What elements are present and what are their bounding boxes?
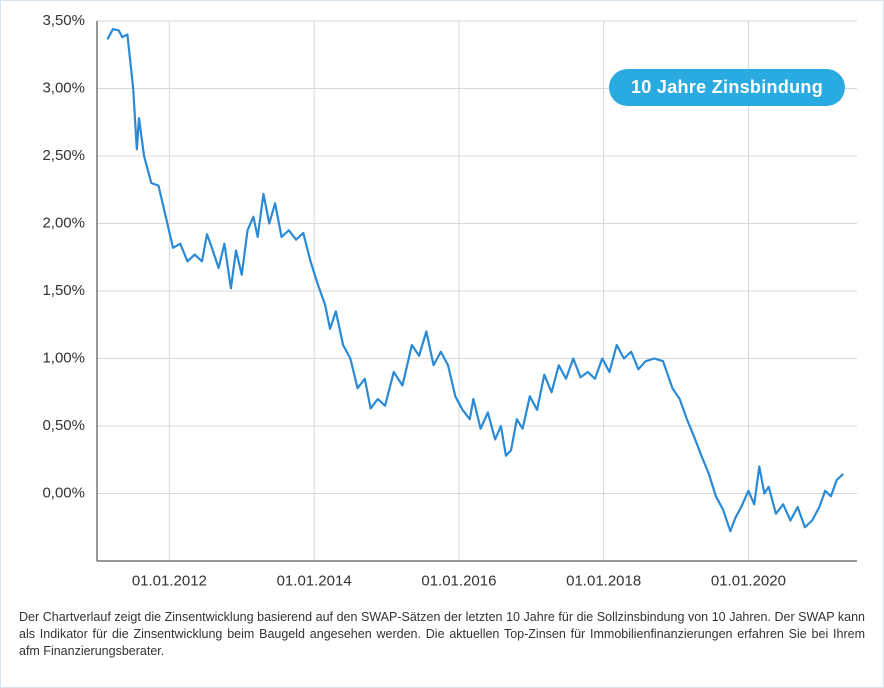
svg-text:01.01.2020: 01.01.2020 xyxy=(711,572,786,589)
svg-text:1,00%: 1,00% xyxy=(42,349,85,366)
svg-text:1,50%: 1,50% xyxy=(42,282,85,299)
svg-text:2,50%: 2,50% xyxy=(42,147,85,164)
chart-area: 0,00% 0,50% 1,00% 1,50% 2,00% 2,50% 3,00% 3,50%… xyxy=(19,13,865,601)
svg-text:01.01.2014: 01.01.2014 xyxy=(277,572,352,589)
svg-text:2,00%: 2,00% xyxy=(42,214,85,231)
svg-text:3,00%: 3,00% xyxy=(42,79,85,96)
svg-text:01.01.2018: 01.01.2018 xyxy=(566,572,641,589)
svg-text:0,00%: 0,00% xyxy=(42,484,85,501)
footnote-text: Der Chartverlauf zeigt die Zinsentwicklu… xyxy=(19,609,865,660)
svg-text:3,50%: 3,50% xyxy=(42,13,85,29)
svg-text:01.01.2016: 01.01.2016 xyxy=(421,572,496,589)
series-badge: 10 Jahre Zinsbindung xyxy=(609,69,845,106)
svg-text:0,50%: 0,50% xyxy=(42,417,85,434)
chart-frame: 0,00% 0,50% 1,00% 1,50% 2,00% 2,50% 3,00% 3,50%… xyxy=(0,0,884,688)
svg-text:01.01.2012: 01.01.2012 xyxy=(132,572,207,589)
